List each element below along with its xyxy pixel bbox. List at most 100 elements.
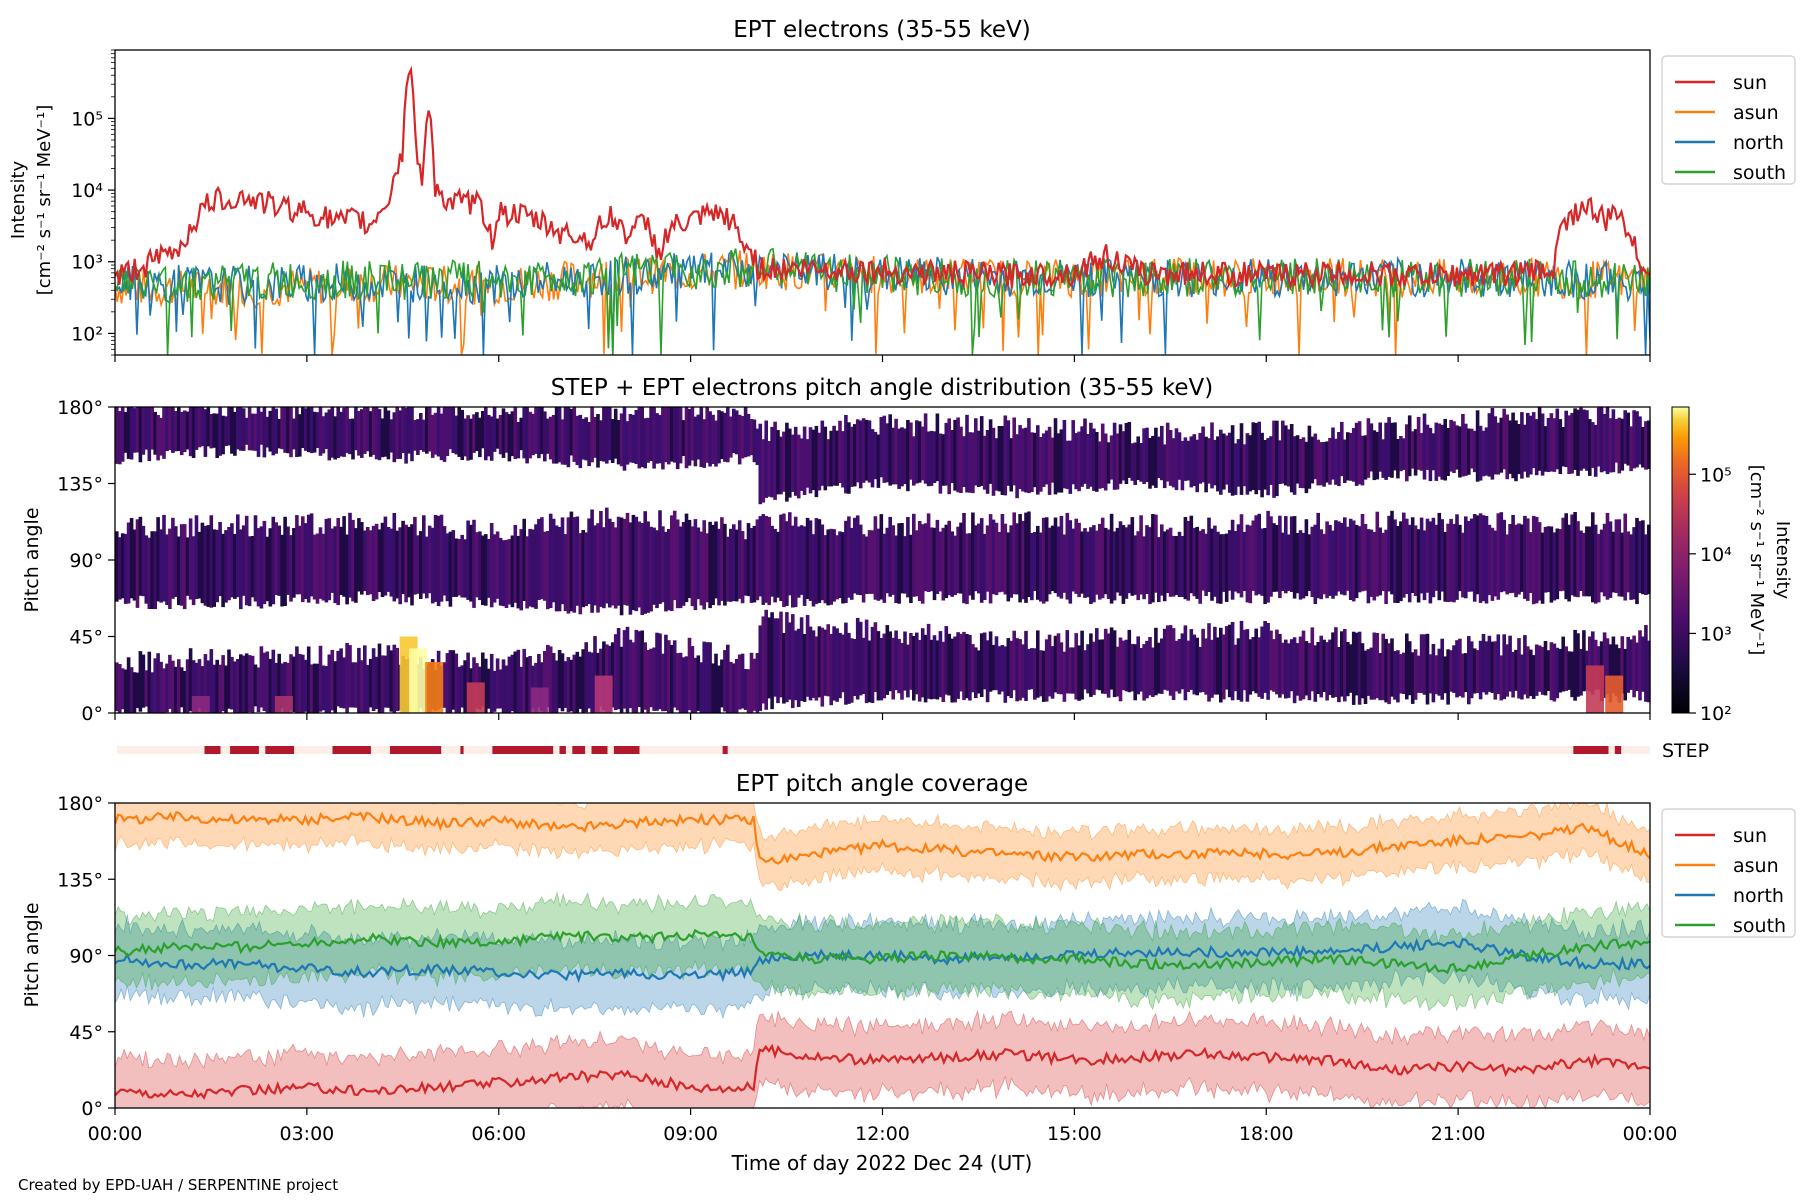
pad-cell	[720, 659, 724, 708]
step-interval	[559, 746, 566, 754]
pad-cell	[965, 533, 969, 605]
pad-cell	[1269, 516, 1273, 597]
pad-cell	[1534, 644, 1539, 696]
pad-cell	[1074, 433, 1078, 490]
pad-cell	[309, 513, 314, 597]
pad-cell	[1605, 407, 1610, 475]
pad-cell	[1393, 651, 1397, 700]
pad-cell	[1112, 422, 1117, 490]
pad-cell	[953, 535, 957, 596]
pad-cell	[1189, 629, 1194, 690]
intensity-ylabel-line1: Intensity	[8, 160, 29, 239]
pad-cell	[241, 408, 246, 451]
pad-cell	[1567, 415, 1571, 474]
pad-band-asun	[115, 407, 1651, 505]
pad-cell	[1540, 413, 1545, 476]
pad-cell	[324, 518, 329, 603]
pad-cell	[1588, 526, 1592, 597]
pad-cell	[1608, 418, 1613, 473]
pad-cell	[377, 529, 382, 592]
pad-cell	[971, 432, 975, 494]
coverage-legend-label-sun: sun	[1733, 825, 1767, 847]
pad-cell	[640, 630, 644, 713]
pad-cell	[767, 516, 771, 606]
pad-cell	[1071, 647, 1075, 694]
pad-cell	[554, 525, 559, 612]
pad-cell	[1555, 647, 1560, 699]
pad-cell	[179, 524, 184, 606]
pad-cell	[637, 631, 642, 707]
pad-cell	[864, 419, 869, 481]
pad-ytick-label: 45°	[69, 627, 103, 649]
pad-cell	[758, 625, 763, 711]
pad-cell	[749, 419, 754, 456]
pad-cell	[126, 407, 131, 459]
pad-cell	[1100, 639, 1105, 694]
pad-cell	[1284, 639, 1288, 699]
pad-cell	[820, 420, 825, 486]
pad-cell	[1602, 632, 1607, 698]
pad-cell	[814, 425, 819, 498]
pad-cell	[1443, 418, 1447, 481]
pad-cell	[268, 410, 273, 452]
pad-cell	[389, 650, 394, 712]
pad-cell	[1056, 633, 1061, 694]
pad-cell	[1118, 424, 1123, 484]
intensity-plot-frame	[114, 49, 1651, 356]
pad-cell	[882, 415, 887, 483]
pad-cell	[345, 407, 349, 454]
pad-cell	[265, 416, 270, 448]
pad-cell	[1348, 644, 1353, 693]
pad-cell	[156, 517, 160, 602]
pad-cell	[661, 407, 665, 470]
pad-cell	[1407, 524, 1412, 603]
pad-cell	[256, 528, 261, 607]
pad-cell	[1641, 426, 1645, 468]
pad-cell	[427, 407, 432, 452]
pad-cell	[652, 407, 656, 469]
pad-cell	[1537, 407, 1542, 471]
coverage-xtick-label: 06:00	[471, 1123, 526, 1145]
pad-cell	[729, 661, 733, 713]
pad-cell	[1543, 641, 1548, 696]
pad-cell	[1413, 525, 1418, 596]
pad-hot-cell	[1605, 675, 1624, 713]
pad-cell	[826, 439, 830, 487]
pad-cell	[1390, 510, 1394, 595]
pad-cell	[377, 409, 382, 461]
pad-cell	[982, 632, 987, 690]
pad-cell	[1407, 641, 1412, 696]
pad-cell	[215, 659, 219, 713]
pad-cell	[551, 415, 556, 464]
pad-cell	[534, 524, 538, 609]
pad-xaxis-ticks	[114, 713, 1651, 720]
pad-cell	[788, 512, 792, 596]
pad-cell	[1440, 424, 1444, 480]
pad-cell	[1647, 640, 1651, 703]
pad-cell	[1360, 514, 1365, 592]
pad-cell	[681, 657, 686, 713]
pad-cell	[306, 514, 311, 603]
pad-cell	[271, 516, 276, 605]
pad-cell	[224, 665, 228, 713]
pad-cell	[1549, 413, 1554, 472]
pad-cell	[1307, 642, 1312, 701]
pad-cell	[1322, 639, 1326, 692]
pad-cell	[1133, 442, 1137, 485]
pad-cell	[920, 524, 925, 604]
intensity-legend-label-sun: sun	[1733, 72, 1767, 94]
pad-cell	[664, 407, 668, 463]
pad-cell	[354, 662, 358, 708]
pad-cell	[876, 434, 881, 488]
pad-cell	[395, 407, 399, 459]
pad-cell	[383, 655, 388, 708]
pad-cell	[1222, 433, 1226, 490]
pad-cell	[664, 531, 668, 612]
pad-cell	[1165, 529, 1170, 593]
pad-cell	[1053, 418, 1058, 495]
pad-cell	[1248, 639, 1253, 695]
pad-cell	[1351, 520, 1356, 602]
pad-cell	[510, 535, 515, 608]
pad-cell	[1157, 537, 1161, 602]
